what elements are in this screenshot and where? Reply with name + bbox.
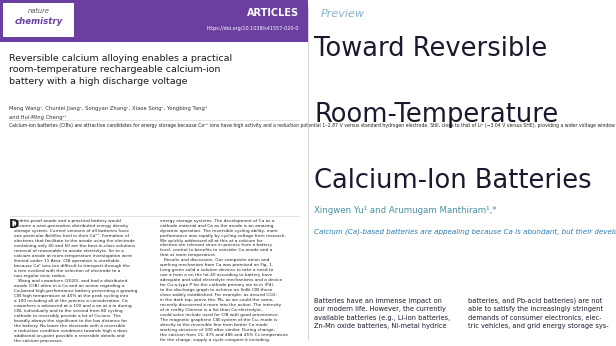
- Text: Toward Reversible: Toward Reversible: [314, 36, 548, 62]
- Text: Xingwen Yu¹ and Arumugam Manthiram¹,*: Xingwen Yu¹ and Arumugam Manthiram¹,*: [314, 206, 496, 215]
- Text: endrite-proof anode and a practical battery would
become a next-generation distr: endrite-proof anode and a practical batt…: [14, 219, 137, 343]
- FancyBboxPatch shape: [3, 3, 74, 37]
- Text: Calcium-Ion Batteries: Calcium-Ion Batteries: [314, 168, 592, 194]
- FancyBboxPatch shape: [0, 0, 308, 42]
- Text: Calcium-ion batteries (CIBs) are attractive candidates for energy storage becaus: Calcium-ion batteries (CIBs) are attract…: [9, 123, 616, 128]
- Text: Calcium (Ca)-based batteries are appealing because Ca is abundant, but their dev: Calcium (Ca)-based batteries are appeali…: [314, 228, 616, 235]
- Text: Room-Temperature: Room-Temperature: [314, 102, 559, 128]
- Text: and Hui-Ming Cheng²⁾: and Hui-Ming Cheng²⁾: [9, 115, 67, 120]
- Text: chemistry: chemistry: [14, 17, 63, 26]
- Text: Reversible calcium alloying enables a practical
room-temperature rechargeable ca: Reversible calcium alloying enables a pr…: [9, 54, 232, 86]
- Text: https://doi.org/10.1038/s41557-020-0: https://doi.org/10.1038/s41557-020-0: [206, 26, 299, 31]
- Text: ARTICLES: ARTICLES: [246, 8, 299, 18]
- Text: energy storage systems. The development of Ca as a
cathode material and Ca as th: energy storage systems. The development …: [160, 219, 288, 342]
- Text: Batteries have an immense impact on
our modern life. However, the currently
avai: Batteries have an immense impact on our …: [314, 298, 450, 329]
- Text: Meng Wang¹, Chunlei Jiang¹, Songyan Zhang¹, Xiaoe Song¹, Yongbing Tangⁱ⁾: Meng Wang¹, Chunlei Jiang¹, Songyan Zhan…: [9, 106, 207, 110]
- Text: batteries, and Pb-acid batteries) are not
able to satisfy the increasingly strin: batteries, and Pb-acid batteries) are no…: [468, 298, 609, 329]
- Text: nature: nature: [28, 8, 49, 14]
- Text: Preview: Preview: [320, 9, 364, 19]
- Text: D: D: [9, 218, 20, 231]
